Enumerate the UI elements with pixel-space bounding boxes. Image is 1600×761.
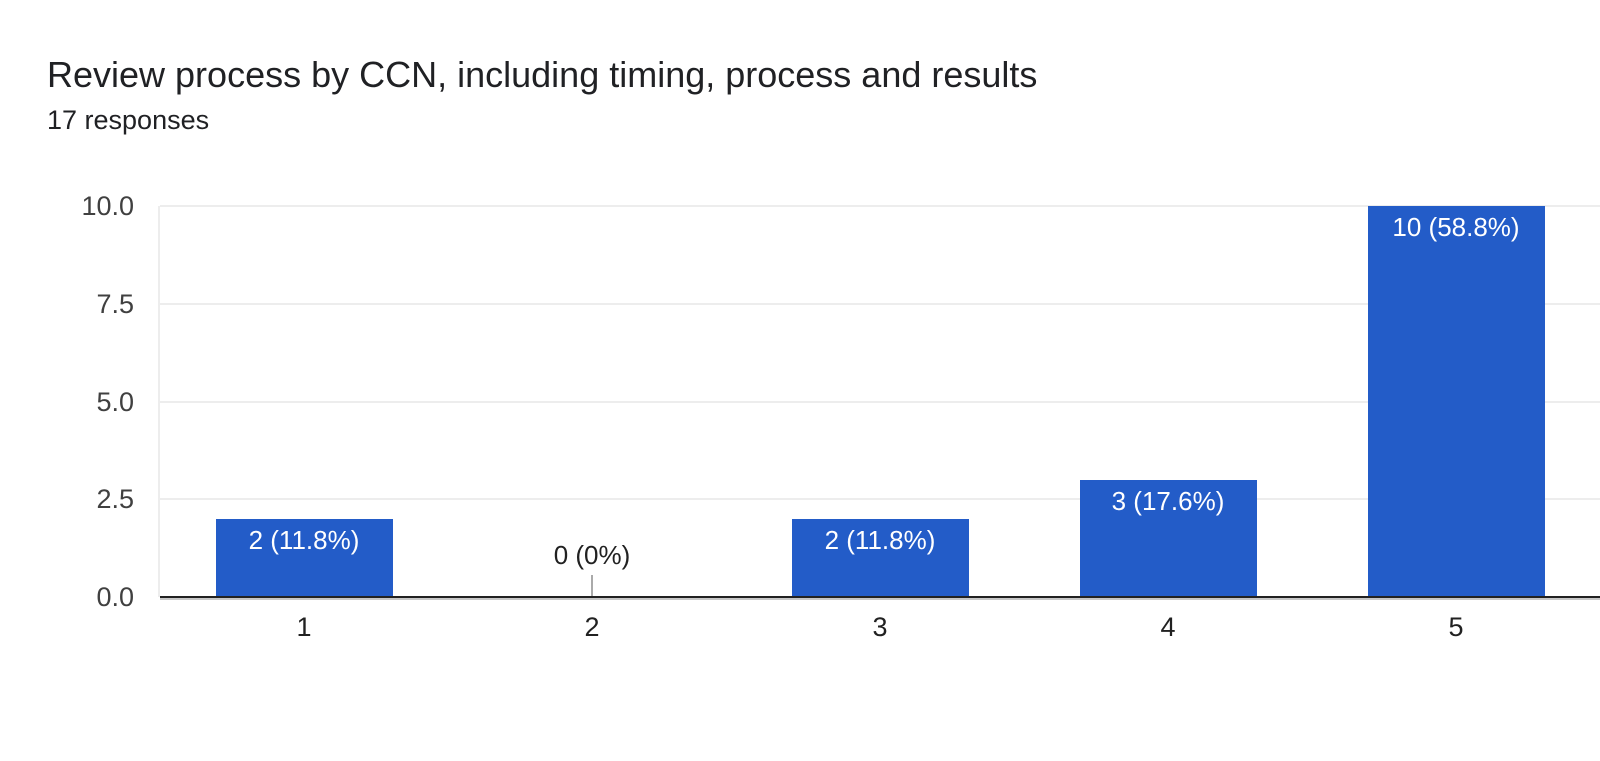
gridline	[160, 498, 1600, 501]
bar-rating-3[interactable]	[791, 518, 969, 597]
gridline	[160, 205, 1600, 207]
x-axis-category-label: 5	[1448, 612, 1464, 642]
bar-value-label: 10 (58.8%)	[1392, 212, 1520, 242]
bar-rating-5[interactable]	[1367, 206, 1545, 597]
y-axis-tick-label: 10.0	[81, 191, 134, 221]
y-axis-tick-label: 7.5	[96, 288, 134, 319]
zero-value-stem	[591, 575, 593, 597]
x-axis-category-label: 1	[296, 612, 312, 642]
response-count: 17 responses	[47, 105, 210, 135]
bar-rating-1[interactable]	[215, 518, 393, 597]
bar-value-label: 2 (11.8%)	[248, 524, 360, 555]
bar-value-label: 0 (0%)	[553, 540, 631, 570]
x-axis-category-label: 3	[872, 612, 888, 642]
x-axis-category-label: 2	[584, 612, 600, 642]
y-axis-tick-label: 5.0	[96, 386, 134, 417]
y-axis-tick-label: 0.0	[96, 582, 134, 612]
gridline	[160, 400, 1600, 403]
x-axis-line	[160, 596, 1600, 598]
bar-value-label: 2 (11.8%)	[824, 524, 936, 555]
x-axis-category-label: 4	[1160, 612, 1176, 642]
y-axis-tick-label: 2.5	[96, 484, 134, 515]
plot-left-border	[158, 206, 160, 597]
bar-rating-4[interactable]	[1079, 479, 1257, 597]
bar-value-label: 3 (17.6%)	[1111, 485, 1225, 516]
chart-title: Review process by CCN, including timing,…	[47, 54, 1038, 95]
gridline	[160, 302, 1600, 305]
